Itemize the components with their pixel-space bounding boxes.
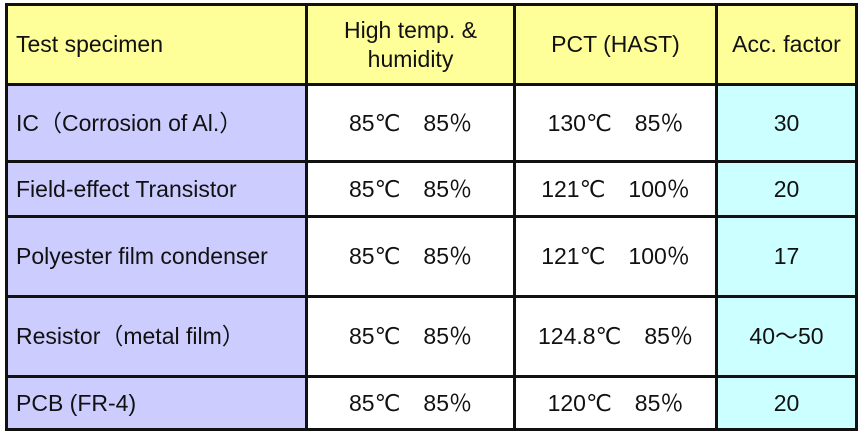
pct-hast-cell: 121℃ 100％ <box>513 160 718 218</box>
table-row: Field-effect Transistor 85℃ 85％ 121℃ 100… <box>5 160 858 218</box>
acc-factor-cell: 20 <box>715 375 858 431</box>
header-high-temp-humidity: High temp. & humidity <box>305 3 516 86</box>
acc-factor-cell: 40～50 <box>715 295 858 378</box>
table-row: Resistor（metal film） 85℃ 85％ 124.8℃ 85％ … <box>5 295 858 378</box>
high-temp-humidity-cell: 85℃ 85％ <box>305 375 516 431</box>
high-temp-humidity-cell: 85℃ 85％ <box>305 83 516 163</box>
pct-hast-cell: 120℃ 85％ <box>513 375 718 431</box>
pct-hast-cell: 121℃ 100％ <box>513 215 718 298</box>
specimen-cell: Resistor（metal film） <box>5 295 308 378</box>
pct-hast-cell: 130℃ 85％ <box>513 83 718 163</box>
header-row: Test specimen High temp. & humidity PCT … <box>5 3 858 86</box>
table-row: IC（Corrosion of Al.） 85℃ 85％ 130℃ 85％ 30 <box>5 83 858 163</box>
acc-factor-cell: 17 <box>715 215 858 298</box>
specimen-cell: PCB (FR-4) <box>5 375 308 431</box>
high-temp-humidity-cell: 85℃ 85％ <box>305 215 516 298</box>
acc-factor-cell: 20 <box>715 160 858 218</box>
high-temp-humidity-cell: 85℃ 85％ <box>305 160 516 218</box>
header-pct-hast: PCT (HAST) <box>513 3 718 86</box>
high-temp-humidity-cell: 85℃ 85％ <box>305 295 516 378</box>
specimen-cell: IC（Corrosion of Al.） <box>5 83 308 163</box>
header-test-specimen: Test specimen <box>5 3 308 86</box>
specimen-cell: Polyester film condenser <box>5 215 308 298</box>
specimen-cell: Field-effect Transistor <box>5 160 308 218</box>
pct-hast-cell: 124.8℃ 85％ <box>513 295 718 378</box>
table-row: PCB (FR-4) 85℃ 85％ 120℃ 85％ 20 <box>5 375 858 431</box>
acceleration-factor-table: Test specimen High temp. & humidity PCT … <box>5 3 858 431</box>
header-acc-factor: Acc. factor <box>715 3 858 86</box>
table-row: Polyester film condenser 85℃ 85％ 121℃ 10… <box>5 215 858 298</box>
acc-factor-cell: 30 <box>715 83 858 163</box>
